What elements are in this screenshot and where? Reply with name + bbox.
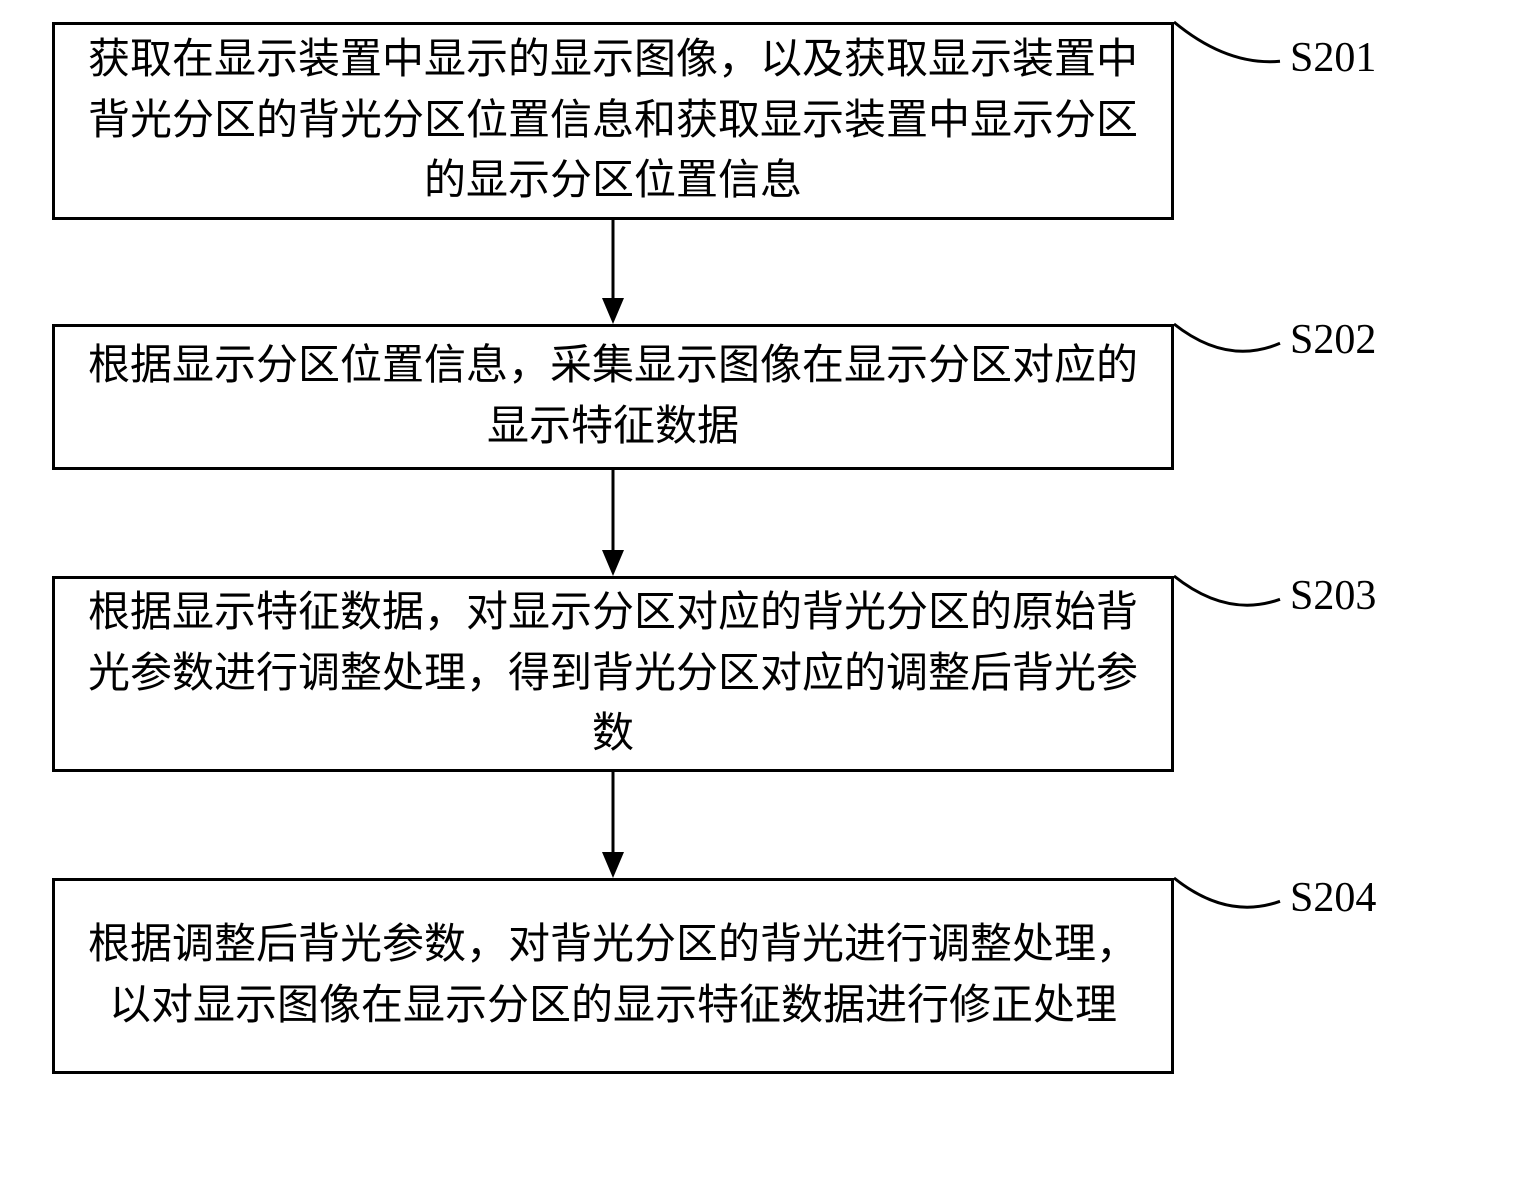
flow-node-text: 根据调整后背光参数，对背光分区的背光进行调整处理，以对显示图像在显示分区的显示特… [85,915,1141,1037]
step-label-s201: S201 [1290,34,1376,82]
flow-node-s204: 根据调整后背光参数，对背光分区的背光进行调整处理，以对显示图像在显示分区的显示特… [52,878,1174,1074]
step-label-s203: S203 [1290,572,1376,620]
step-label-s202: S202 [1290,316,1376,364]
step-label-s204: S204 [1290,874,1376,922]
flowchart-canvas: 获取在显示装置中显示的显示图像，以及获取显示装置中背光分区的背光分区位置信息和获… [0,0,1517,1197]
flow-node-s201: 获取在显示装置中显示的显示图像，以及获取显示装置中背光分区的背光分区位置信息和获… [52,22,1174,220]
flow-node-s203: 根据显示特征数据，对显示分区对应的背光分区的原始背光参数进行调整处理，得到背光分… [52,576,1174,772]
flow-node-text: 获取在显示装置中显示的显示图像，以及获取显示装置中背光分区的背光分区位置信息和获… [85,30,1141,213]
flow-node-text: 根据显示特征数据，对显示分区对应的背光分区的原始背光参数进行调整处理，得到背光分… [85,583,1141,766]
flow-node-text: 根据显示分区位置信息，采集显示图像在显示分区对应的显示特征数据 [85,336,1141,458]
flow-node-s202: 根据显示分区位置信息，采集显示图像在显示分区对应的显示特征数据 [52,324,1174,470]
